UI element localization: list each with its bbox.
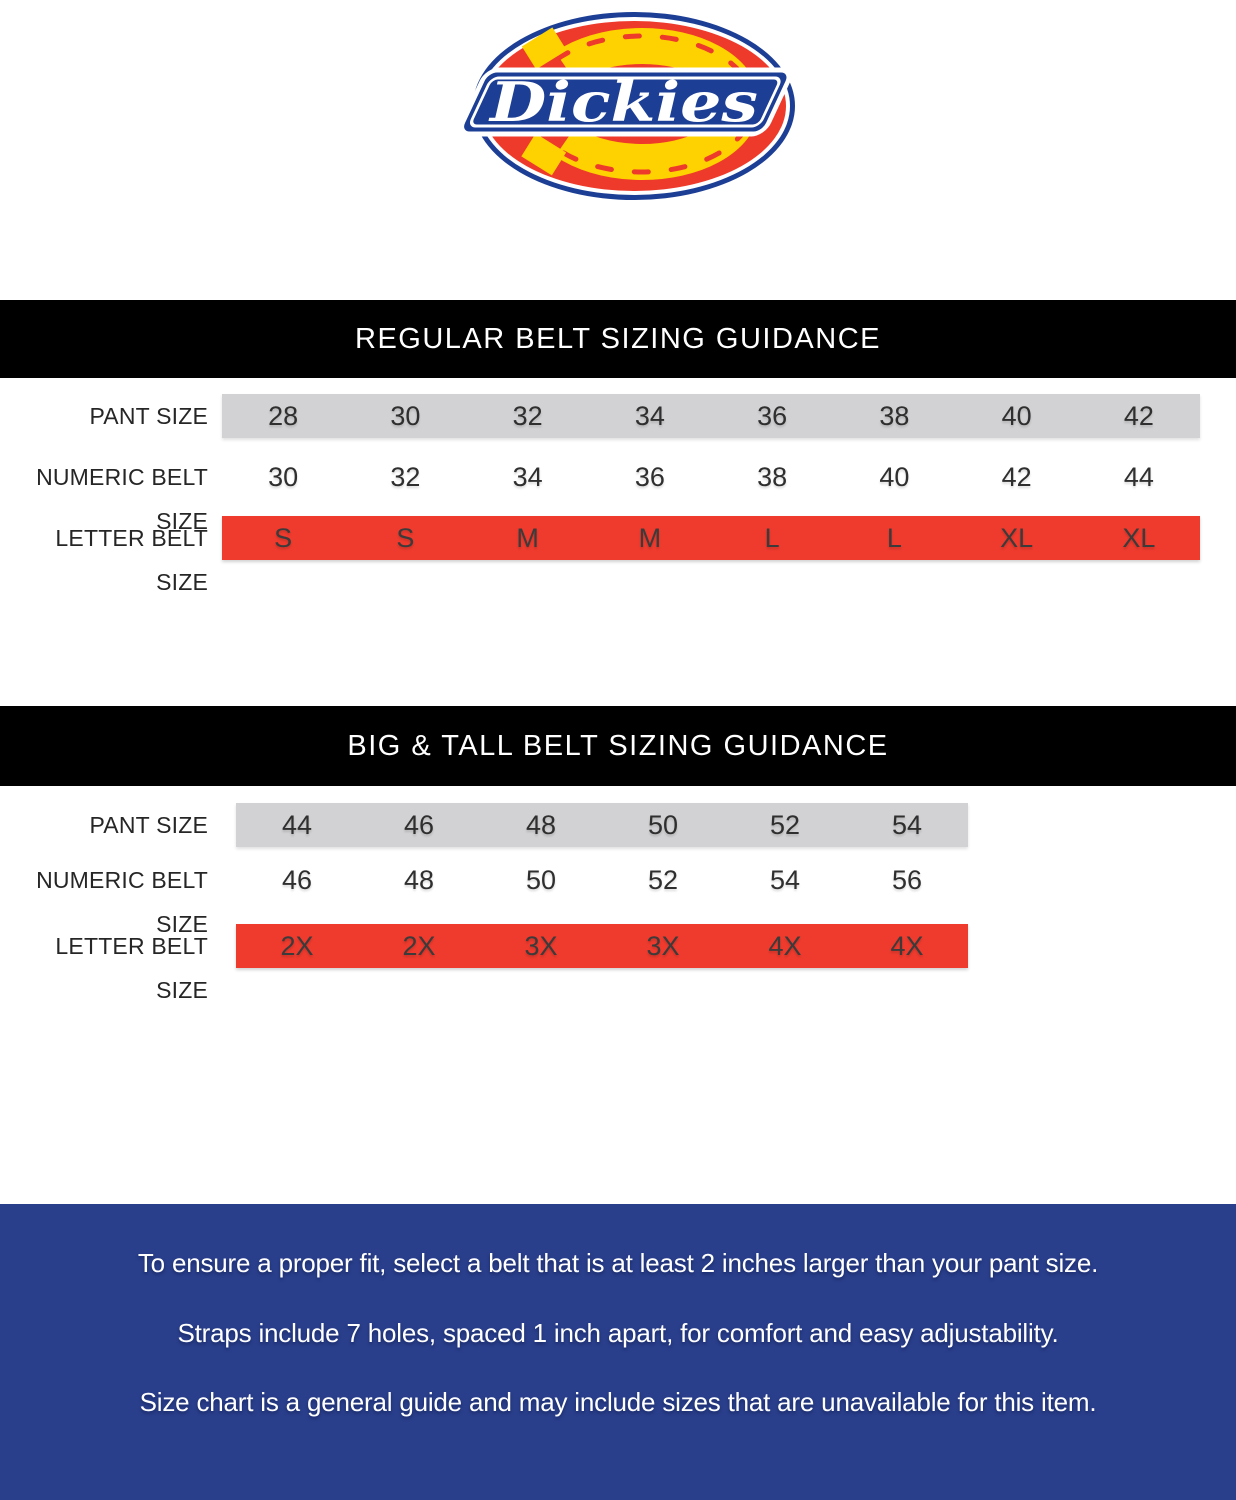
- size-cell: 36: [757, 400, 788, 431]
- size-cell: 56: [891, 864, 923, 895]
- numeric-belt-size-row: NUMERIC BELT SIZE 46 48 50 52 54 56: [0, 858, 1236, 938]
- size-cell: 54: [891, 809, 923, 840]
- section-banner-regular: REGULAR BELT SIZING GUIDANCE: [0, 300, 1236, 378]
- footer-notes: To ensure a proper fit, select a belt th…: [0, 1204, 1236, 1500]
- pant-size-row: PANT SIZE 44 46 48 50 52 54: [0, 803, 1236, 847]
- section-title-big-tall: BIG & TALL BELT SIZING GUIDANCE: [347, 729, 889, 762]
- size-cell: 46: [281, 864, 313, 895]
- size-cell: 54: [769, 864, 801, 895]
- pant-size-row: PANT SIZE 28 30 32 34 36 38 40 42: [0, 394, 1236, 438]
- row-label: NUMERIC BELT SIZE: [36, 464, 208, 534]
- size-cell: 2X: [280, 930, 314, 961]
- size-cell: L: [886, 522, 902, 553]
- size-cell: 34: [512, 461, 543, 492]
- size-cell: S: [274, 522, 293, 553]
- size-cell: 38: [757, 461, 788, 492]
- dickies-logo: Dickies: [440, 4, 796, 204]
- pant-size-bar: 44 46 48 50 52 54: [236, 803, 968, 847]
- size-cell: 36: [634, 461, 665, 492]
- row-label: LETTER BELT SIZE: [55, 933, 208, 1003]
- letter-belt-size-row: LETTER BELT SIZE 2X 2X 3X 3X 4X 4X: [0, 924, 1236, 1003]
- size-cell: 46: [403, 809, 435, 840]
- size-cell: 42: [1001, 461, 1032, 492]
- size-cell: 44: [1123, 461, 1154, 492]
- footer-note-fit: To ensure a proper fit, select a belt th…: [137, 1248, 1099, 1278]
- size-cell: 44: [281, 809, 313, 840]
- dickies-logo-graphic: Dickies: [458, 12, 795, 200]
- numeric-belt-size-row: NUMERIC BELT SIZE 30 32 34 36 38 40 42 4…: [0, 455, 1236, 535]
- size-cell: 50: [525, 864, 557, 895]
- row-label: PANT SIZE: [89, 812, 208, 838]
- size-cell: 42: [1123, 400, 1154, 431]
- size-cell: M: [638, 522, 662, 553]
- size-cell: 48: [525, 809, 557, 840]
- size-cell: 38: [879, 400, 910, 431]
- size-cell: M: [516, 522, 539, 553]
- footer-note-guide: Size chart is a general guide and may in…: [139, 1387, 1097, 1417]
- size-cell: 3X: [524, 930, 558, 961]
- row-label: NUMERIC BELT SIZE: [36, 867, 208, 937]
- numeric-belt-size-bar: 30 32 34 36 38 40 42 44: [222, 455, 1200, 499]
- size-cell: 4X: [890, 930, 924, 961]
- size-cell: 50: [647, 809, 679, 840]
- size-cell: L: [764, 522, 780, 553]
- letter-belt-size-bar: 2X 2X 3X 3X 4X 4X: [236, 924, 968, 968]
- size-cell: 30: [268, 461, 299, 492]
- row-label: PANT SIZE: [89, 403, 208, 429]
- footer-note-holes: Straps include 7 holes, spaced 1 inch ap…: [177, 1318, 1059, 1348]
- size-cell: XL: [1122, 522, 1156, 553]
- dickies-wordmark: Dickies: [488, 70, 758, 134]
- size-cell: 30: [390, 400, 421, 431]
- size-cell: S: [396, 522, 415, 553]
- size-cell: XL: [1000, 522, 1034, 553]
- size-cell: 34: [634, 400, 665, 431]
- section-banner-big-tall: BIG & TALL BELT SIZING GUIDANCE: [0, 706, 1236, 786]
- size-cell: 52: [647, 864, 679, 895]
- numeric-belt-size-bar: 46 48 50 52 54 56: [236, 858, 968, 902]
- size-cell: 4X: [768, 930, 802, 961]
- size-cell: 40: [879, 461, 910, 492]
- size-cell: 48: [403, 864, 435, 895]
- row-label: LETTER BELT SIZE: [55, 525, 208, 595]
- logo-banner: [458, 67, 792, 137]
- letter-belt-size-row: LETTER BELT SIZE S S M M L L XL XL: [0, 516, 1236, 595]
- size-cell: 40: [1001, 400, 1032, 431]
- pant-size-bar: 28 30 32 34 36 38 40 42: [222, 394, 1200, 438]
- size-cell: 2X: [402, 930, 436, 961]
- size-cell: 32: [390, 461, 421, 492]
- section-title-regular: REGULAR BELT SIZING GUIDANCE: [355, 322, 881, 355]
- size-cell: 32: [512, 400, 543, 431]
- letter-belt-size-bar: S S M M L L XL XL: [222, 516, 1200, 560]
- size-cell: 28: [268, 400, 299, 431]
- size-cell: 3X: [646, 930, 680, 961]
- size-cell: 52: [769, 809, 801, 840]
